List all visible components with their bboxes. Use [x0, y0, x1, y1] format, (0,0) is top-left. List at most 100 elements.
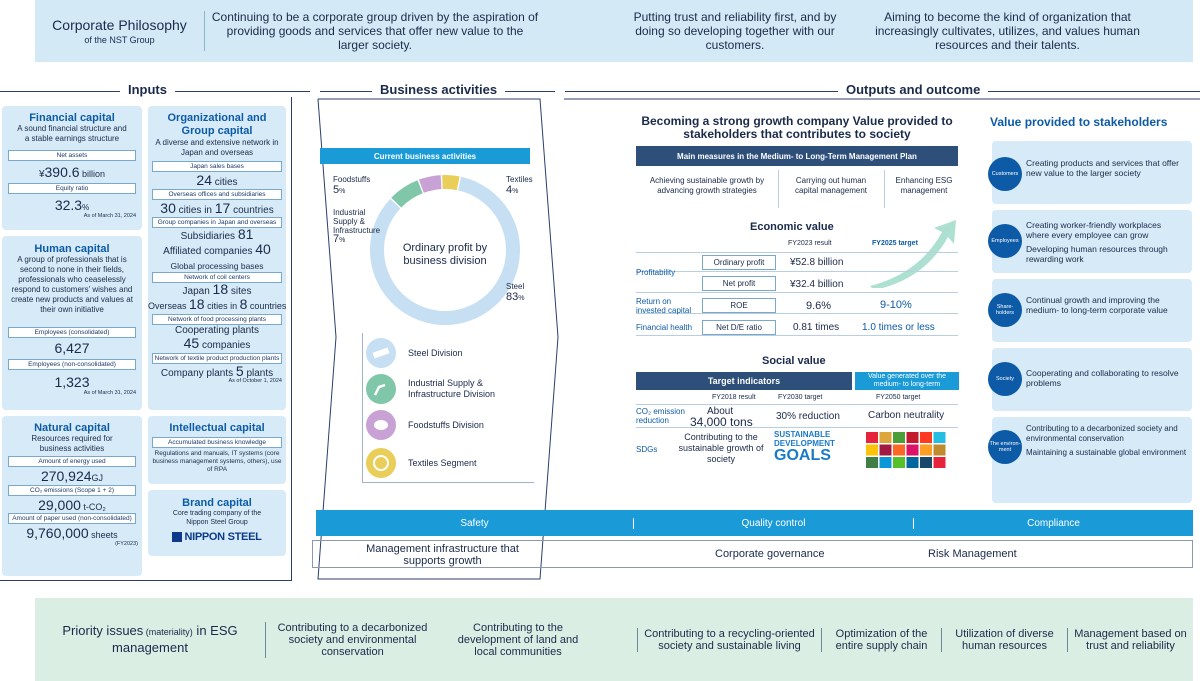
priority-recycling: Contributing to a recycling-oriented soc…: [637, 627, 821, 652]
nippon-steel-logo-icon: [172, 532, 183, 542]
co2-2018-value: 34,000 tons: [690, 415, 753, 429]
donut-slice-industrial-supply-infrastructure: [391, 180, 423, 208]
sdgs-text: Contributing to the sustainable growth o…: [678, 432, 764, 464]
infra-safety: Safety: [316, 517, 634, 529]
net-assets-label: Net assets: [8, 150, 136, 161]
label-textiles-value: 4%: [506, 184, 519, 196]
natural-capital-desc: Resources required for business activiti…: [31, 434, 113, 453]
employees-consolidated-value: 6,427: [54, 340, 90, 356]
org-capital-card: Organizational and Group capital A diver…: [148, 106, 286, 410]
stakeholder-customers-line1: Creating products and services that offe…: [1026, 158, 1179, 178]
stakeholder-box-society: [992, 348, 1192, 411]
fy2025-header: FY2025 target: [872, 240, 918, 247]
measure-divider-1: [778, 170, 779, 208]
de-ratio-value: 0.81 times: [793, 322, 840, 333]
equity-ratio-label: Equity ratio: [8, 183, 136, 194]
energy-label: Amount of energy used: [8, 456, 136, 467]
food-plants-label: Network of food processing plants: [152, 314, 282, 325]
roe-label: ROE: [702, 298, 776, 313]
division-textiles-label: Textiles Segment: [408, 458, 477, 468]
philosophy-title-block: Corporate Philosophy of the NST Group: [35, 11, 205, 51]
stakeholder-customers-icon: Customers: [988, 157, 1022, 191]
stakeholder-environment-line1: Contributing to a decarbonized society a…: [1026, 424, 1178, 443]
japan-sales-label: Japan sales bases: [152, 161, 282, 172]
profit-donut-chart: [370, 175, 520, 325]
sdg-goal-icon: [906, 444, 919, 456]
infra-quality: Quality control: [634, 517, 914, 529]
philosophy-subtitle: of the NST Group: [84, 35, 155, 45]
paper-value: 9,760,000 sheets: [26, 525, 118, 541]
japan-sites-value: Japan 18 sites: [182, 281, 252, 297]
inputs-heading: Inputs: [120, 82, 175, 97]
econ-row-roe: [636, 294, 958, 314]
sdg-goals-icons: [866, 432, 946, 468]
label-steel-name: Steel: [506, 282, 525, 291]
social-value-title: Social value: [762, 355, 826, 367]
philosophy-title: Corporate Philosophy: [52, 17, 187, 33]
sdgs-logo: SUSTAINABLE DEVELOPMENT GOALS: [774, 430, 846, 464]
stakeholder-environment-line2: Maintaining a sustainable global environ…: [1026, 448, 1187, 457]
business-heading: Business activities: [372, 82, 506, 97]
label-steel: Steel 83%: [506, 282, 524, 304]
affiliated-value: Affiliated companies 40: [163, 241, 271, 257]
natural-capital-card: Natural capital Resources required for b…: [2, 416, 142, 576]
org-capital-desc: A diverse and extensive network in Japan…: [155, 138, 279, 157]
risk-management: Risk Management: [928, 548, 1017, 560]
nippon-steel-logo: NIPPON STEEL: [148, 531, 286, 543]
stakeholder-box-shareholders: [992, 279, 1192, 342]
stakeholder-society-icon: Society: [988, 362, 1022, 396]
human-capital-desc: A group of professionals that is second …: [11, 255, 133, 314]
econ-row-net: [636, 273, 958, 293]
employees-nonconsolidated-label: Employees (non-consolidated): [8, 359, 136, 370]
brand-capital-card: Brand capital Core trading company of th…: [148, 490, 286, 556]
fy2023-header: FY2023 result: [788, 240, 832, 247]
label-industrial-name: Industrial Supply & Infrastructure: [333, 208, 381, 235]
priority-title-small: (materiality): [143, 627, 193, 637]
philosophy-item-2: Putting trust and reliability first, and…: [633, 10, 837, 52]
sdg-goal-icon: [933, 444, 946, 456]
employees-nonconsolidated-value: 1,323: [54, 374, 90, 390]
infrastructure-box: [312, 540, 1193, 568]
econ-row-ordinary: [636, 252, 958, 272]
infrastructure-bar: Safety Quality control Compliance: [316, 510, 1193, 536]
sdg-goal-icon: [879, 457, 892, 468]
division-foodstuffs: Foodstuffs Division: [366, 410, 484, 440]
social-row-divider-top: [636, 404, 958, 405]
fy2030-header: FY2030 target: [778, 394, 823, 401]
fy2018-header: FY2018 result: [712, 394, 756, 401]
business-knowledge-label: Accumulated business knowledge: [152, 437, 282, 448]
sdg-goal-icon: [920, 432, 932, 443]
co2-emissions-value: 29,000 t-CO₂: [38, 497, 106, 513]
intellectual-capital-card: Intellectual capital Accumulated busines…: [148, 416, 286, 484]
yarn-ball-icon: [366, 448, 396, 478]
co2-2018-prefix: About: [707, 406, 734, 417]
stakeholder-society-line1: Cooperating and collaborating to resolve…: [1026, 368, 1179, 388]
stakeholder-shareholders-text: Continual growth and improving the mediu…: [1026, 295, 1186, 315]
stakeholder-customers-text: Creating products and services that offe…: [1026, 158, 1186, 178]
plan-bar: Main measures in the Medium- to Long-Ter…: [636, 146, 958, 166]
net-assets-value: ¥390.6 billion: [38, 164, 106, 180]
financial-asof: As of March 31, 2024: [83, 213, 136, 219]
subsidiaries-value: Subsidiaries 81: [180, 226, 254, 242]
division-industrial-label: Industrial Supply & Infrastructure Divis…: [408, 378, 496, 399]
profitability-label: Profitability: [636, 268, 676, 277]
division-legend-box: [362, 333, 534, 483]
net-profit-label: Net profit: [702, 276, 776, 291]
co2-reduction-label: CO₂ emission reduction: [636, 407, 685, 425]
donut-slice-steel: [370, 176, 520, 325]
steel-pipes-icon: [366, 338, 396, 368]
stakeholder-box-environment: [992, 417, 1192, 503]
sdg-goal-icon: [893, 444, 905, 456]
priority-decarbonized: Contributing to a decarbonized society a…: [265, 621, 439, 658]
priority-title: Priority issues (materiality) in ESG man…: [35, 623, 265, 656]
sdgs-logo-line1: SUSTAINABLE: [774, 430, 831, 439]
pig-icon: [366, 410, 396, 440]
intellectual-capital-title: Intellectual capital: [169, 422, 265, 434]
corporate-philosophy-banner: Corporate Philosophy of the NST Group Co…: [35, 0, 1193, 62]
fy2050-header: FY2050 target: [876, 394, 921, 401]
co2-emissions-label: CO₂ emissions (Scope 1 + 2): [8, 485, 136, 496]
roe-target: 9-10%: [880, 299, 912, 311]
sdg-goal-icon: [866, 432, 878, 443]
division-steel-label: Steel Division: [408, 348, 463, 358]
stakeholder-employees-text: Creating worker-friendly workplaces wher…: [1026, 220, 1186, 264]
